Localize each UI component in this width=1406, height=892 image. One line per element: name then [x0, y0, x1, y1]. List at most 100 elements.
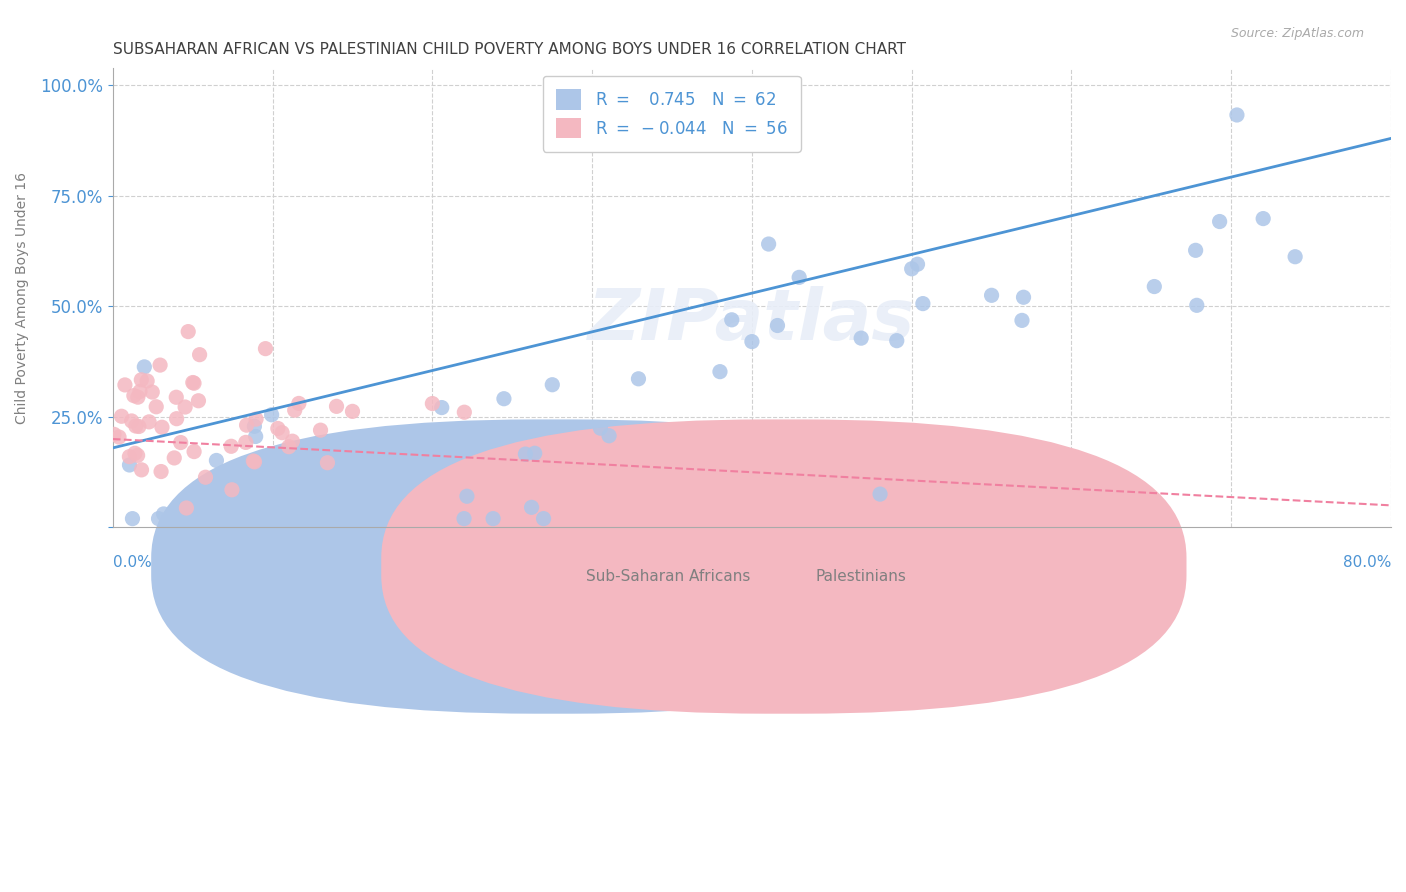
Point — [980, 288, 1002, 302]
Point — [1226, 108, 1249, 122]
Point — [128, 419, 150, 434]
Point — [453, 405, 475, 419]
Point — [278, 511, 301, 525]
Point — [1012, 290, 1035, 304]
Point — [907, 257, 929, 271]
Point — [851, 331, 873, 345]
Point — [453, 511, 475, 525]
Point — [520, 500, 543, 515]
Point — [243, 419, 266, 434]
Point — [166, 411, 188, 425]
Point — [627, 372, 650, 386]
Point — [121, 414, 143, 428]
Point — [149, 358, 172, 372]
Point — [260, 408, 283, 422]
Point — [141, 385, 163, 400]
Point — [1284, 250, 1306, 264]
Legend: $\mathrm{R\ =\ \ \ 0.745\ \ \ N\ =\ 62}$, $\mathrm{R\ =\ -0.044\ \ \ N\ =\ 56}$: $\mathrm{R\ =\ \ \ 0.745\ \ \ N\ =\ 62}$… — [543, 76, 800, 152]
Point — [245, 429, 267, 443]
Point — [485, 422, 508, 436]
Point — [187, 393, 209, 408]
Point — [134, 359, 156, 374]
Point — [122, 389, 145, 403]
Point — [411, 460, 433, 475]
Point — [326, 475, 349, 490]
Point — [252, 488, 274, 502]
Point — [598, 429, 620, 443]
Point — [1143, 279, 1166, 293]
Point — [741, 334, 763, 349]
Text: ZIPatlas: ZIPatlas — [588, 286, 915, 355]
Point — [346, 450, 368, 464]
Point — [1184, 244, 1206, 258]
Point — [235, 418, 257, 433]
Point — [157, 511, 180, 525]
Point — [183, 444, 205, 458]
Text: Sub-Saharan Africans: Sub-Saharan Africans — [586, 569, 751, 584]
Point — [243, 455, 266, 469]
Point — [118, 450, 141, 464]
Point — [145, 400, 167, 414]
Point — [225, 494, 247, 508]
Point — [136, 374, 159, 388]
Point — [267, 421, 290, 435]
Point — [245, 412, 267, 426]
Point — [316, 456, 339, 470]
Text: 0.0%: 0.0% — [112, 555, 152, 570]
Point — [125, 419, 148, 434]
Point — [285, 448, 308, 462]
Point — [208, 511, 231, 525]
Point — [1251, 211, 1274, 226]
Point — [709, 365, 731, 379]
Point — [886, 334, 908, 348]
Point — [869, 487, 891, 501]
Point — [492, 392, 515, 406]
Text: Source: ZipAtlas.com: Source: ZipAtlas.com — [1230, 27, 1364, 40]
Point — [253, 456, 276, 470]
Point — [138, 415, 160, 429]
Point — [219, 439, 242, 453]
Point — [1208, 214, 1230, 228]
Y-axis label: Child Poverty Among Boys Under 16: Child Poverty Among Boys Under 16 — [15, 171, 30, 424]
Point — [249, 511, 271, 525]
Point — [183, 376, 205, 391]
Point — [281, 434, 304, 449]
Text: 80.0%: 80.0% — [1343, 555, 1391, 570]
Point — [194, 470, 217, 484]
Point — [129, 384, 152, 399]
Point — [150, 465, 173, 479]
FancyBboxPatch shape — [152, 419, 956, 714]
Point — [533, 511, 555, 525]
Point — [169, 511, 191, 525]
Point — [741, 462, 763, 476]
Point — [309, 423, 332, 437]
Point — [238, 511, 260, 525]
Point — [221, 483, 243, 497]
Point — [177, 325, 200, 339]
Point — [911, 296, 934, 310]
Point — [430, 401, 453, 415]
Point — [787, 270, 810, 285]
Point — [127, 390, 149, 404]
Point — [254, 342, 277, 356]
Point — [900, 261, 922, 276]
Point — [121, 511, 143, 525]
Point — [1011, 313, 1033, 327]
Point — [229, 475, 252, 489]
Point — [181, 376, 204, 390]
Point — [515, 447, 537, 461]
Point — [284, 403, 307, 417]
Point — [404, 437, 426, 451]
Point — [103, 427, 125, 442]
Point — [165, 390, 187, 404]
Point — [108, 430, 131, 444]
Point — [170, 435, 193, 450]
Point — [150, 420, 173, 434]
Point — [205, 453, 228, 467]
Point — [114, 378, 136, 392]
Point — [541, 377, 564, 392]
Point — [176, 501, 198, 516]
Point — [277, 440, 299, 454]
Point — [288, 396, 311, 410]
Point — [1185, 298, 1208, 312]
